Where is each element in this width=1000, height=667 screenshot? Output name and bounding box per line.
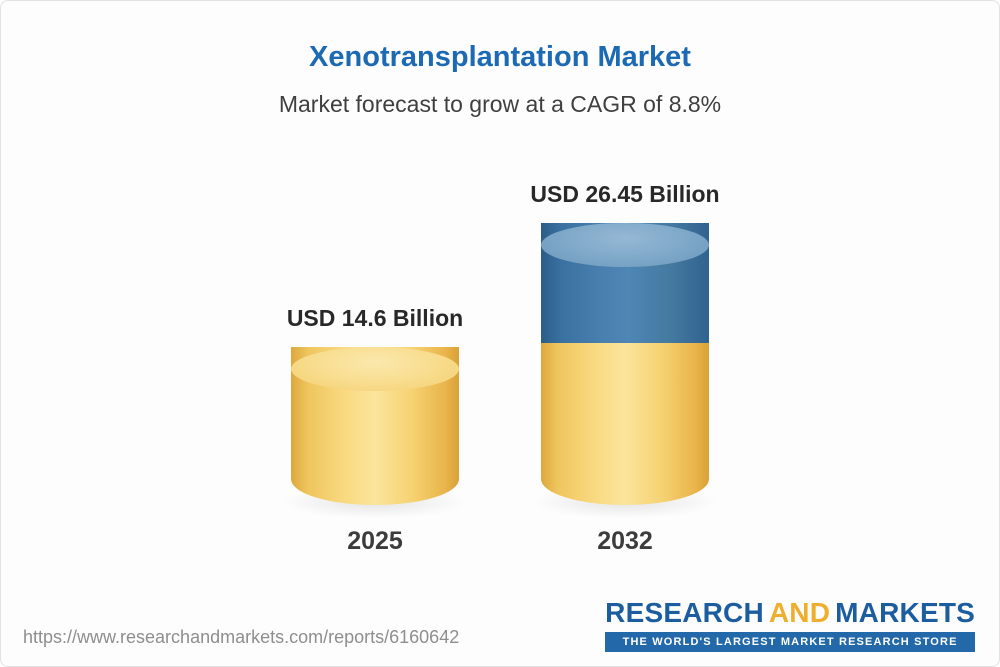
bar-group-2025: USD 14.6 Billion 2025 bbox=[250, 305, 500, 556]
bar-chart: USD 14.6 Billion 2025 USD 26.45 Billion … bbox=[1, 118, 999, 556]
logo-tagline: THE WORLD'S LARGEST MARKET RESEARCH STOR… bbox=[605, 632, 975, 652]
logo-word-markets: MARKETS bbox=[835, 597, 975, 628]
x-tick-2032: 2032 bbox=[597, 527, 653, 555]
logo-wordmark: RESEARCH AND MARKETS bbox=[605, 599, 975, 627]
cylinder-top-ellipse-2032 bbox=[541, 223, 709, 267]
cylinder-bar-2032 bbox=[525, 223, 725, 520]
research-and-markets-logo: RESEARCH AND MARKETS THE WORLD'S LARGEST M… bbox=[605, 599, 975, 652]
chart-title: Xenotransplantation Market bbox=[309, 41, 691, 73]
cylinder-top-ellipse-2025 bbox=[291, 347, 459, 391]
x-tick-2025: 2025 bbox=[347, 527, 403, 555]
report-url-link[interactable]: https://www.researchandmarkets.com/repor… bbox=[23, 627, 460, 647]
footer: https://www.researchandmarkets.com/repor… bbox=[1, 599, 999, 666]
value-label-2025: USD 14.6 Billion bbox=[286, 305, 464, 331]
logo-word-and: AND bbox=[768, 597, 831, 628]
cylinder-bar-2025 bbox=[275, 347, 475, 520]
cylinder-segment-2032-base bbox=[541, 343, 709, 505]
value-label-2032: USD 26.45 Billion bbox=[530, 181, 720, 207]
bar-group-2032: USD 26.45 Billion 2032 bbox=[500, 181, 750, 556]
chart-header: Xenotransplantation Market Market foreca… bbox=[1, 1, 999, 118]
logo-word-research: RESEARCH bbox=[605, 597, 764, 628]
chart-subtitle: Market forecast to grow at a CAGR of 8.8… bbox=[278, 91, 722, 117]
